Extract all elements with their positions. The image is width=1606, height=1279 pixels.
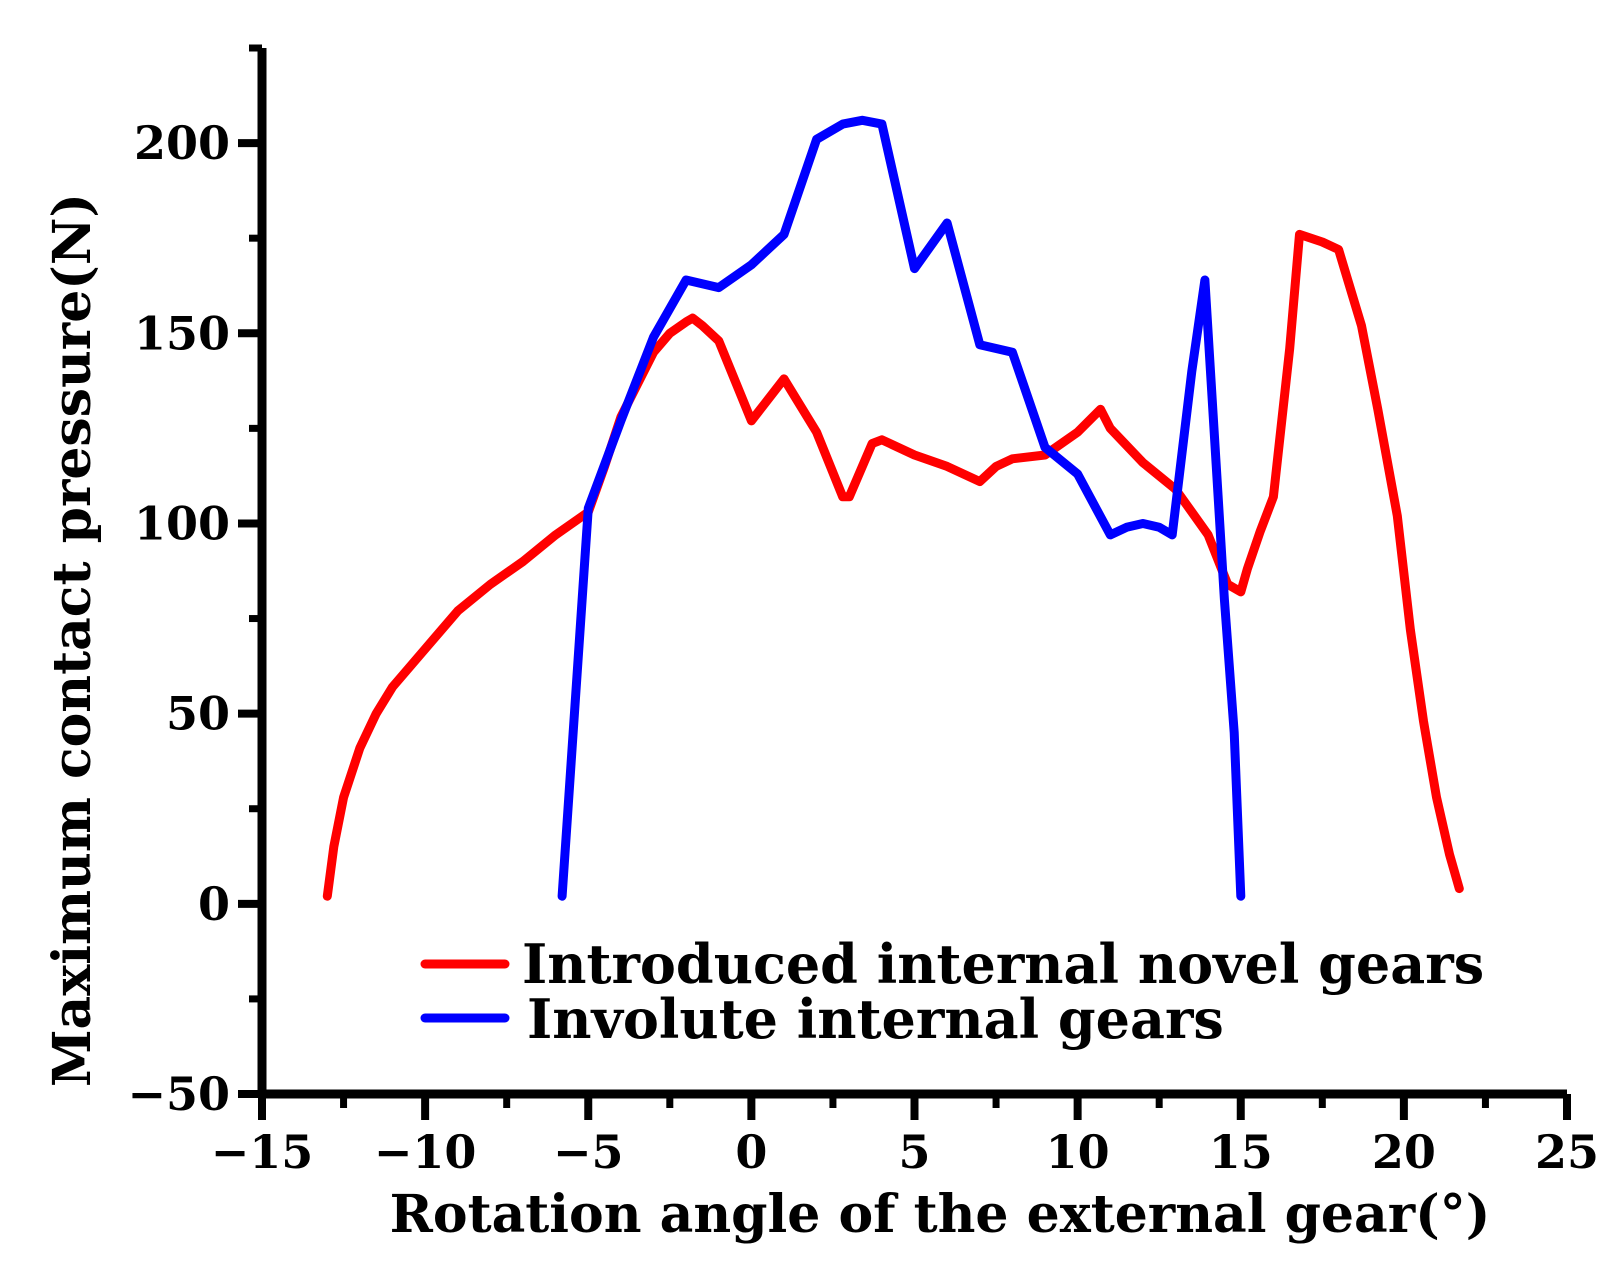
y-tick-labels: −50 0 50 100 150 200 (127, 116, 230, 1121)
series-layer (322, 115, 1464, 901)
y-axis-label: Maximum contact pressure(N) (42, 193, 103, 1087)
x-tick-labels: −15 −10 −5 0 5 10 15 20 25 (211, 1125, 1599, 1179)
series-line-involute-gears (557, 115, 1246, 901)
x-tick-label: 20 (1372, 1125, 1436, 1179)
legend-label-involute-gears: Involute internal gears (527, 987, 1224, 1051)
y-tick-label: 50 (166, 687, 230, 741)
y-tick-label: 150 (134, 306, 230, 360)
x-tick-label: 15 (1209, 1125, 1273, 1179)
x-tick-label: −10 (374, 1125, 477, 1179)
legend-label-novel-gears: Introduced internal novel gears (522, 932, 1484, 996)
legend: Introduced internal novel gears Involute… (420, 932, 1484, 1051)
x-tick-label: 25 (1535, 1125, 1599, 1179)
y-tick-label: 200 (134, 116, 230, 170)
x-tick-label: −15 (211, 1125, 314, 1179)
y-tick-label: 0 (198, 877, 230, 931)
x-tick-label: −5 (553, 1125, 624, 1179)
x-tick-label: 10 (1046, 1125, 1110, 1179)
x-tick-label: 0 (735, 1125, 767, 1179)
series-line-novel-gears (322, 229, 1464, 901)
x-axis-label: Rotation angle of the external gear(°) (390, 1184, 1491, 1245)
y-tick-label: −50 (127, 1067, 230, 1121)
y-tick-label: 100 (134, 496, 230, 550)
x-tick-label: 5 (898, 1125, 930, 1179)
